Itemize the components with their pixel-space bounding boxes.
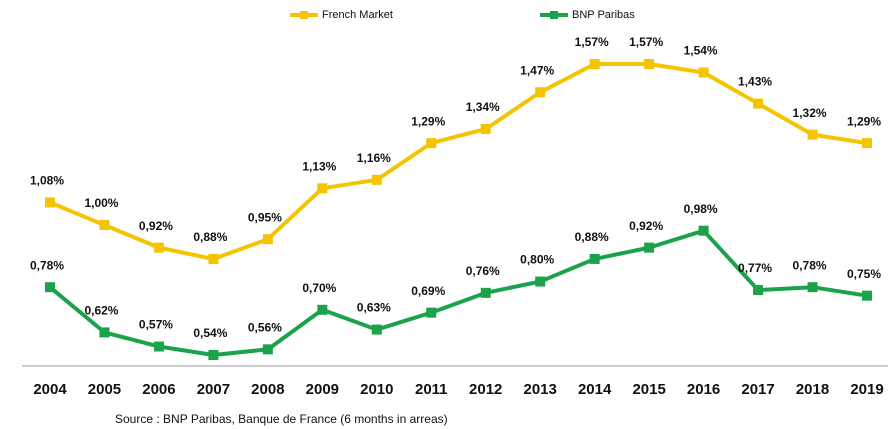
x-tick-label: 2009 xyxy=(306,381,339,398)
legend-marker xyxy=(300,11,308,19)
point-marker xyxy=(426,307,437,318)
x-tick-label: 2013 xyxy=(524,381,557,398)
point-marker xyxy=(753,285,764,296)
data-label: 0,54% xyxy=(193,326,227,340)
point-marker xyxy=(862,138,872,149)
source: Source : BNP Paribas, Banque de France (… xyxy=(115,412,448,426)
data-label: 1,47% xyxy=(520,63,554,77)
point-marker xyxy=(753,98,764,109)
data-label: 0,62% xyxy=(84,304,118,318)
data-label: 0,57% xyxy=(139,318,173,332)
point-marker xyxy=(644,59,655,69)
data-label: 1,08% xyxy=(30,174,64,188)
point-marker xyxy=(535,87,546,98)
point-marker xyxy=(426,138,437,149)
point-marker xyxy=(698,225,709,236)
x-tick-label: 2012 xyxy=(469,381,502,398)
x-tick-label: 2018 xyxy=(796,381,829,398)
data-label: 0,56% xyxy=(248,321,282,335)
point-marker xyxy=(644,242,655,253)
legend-label: BNP Paribas xyxy=(572,9,635,21)
data-label: 0,88% xyxy=(575,230,609,244)
data-label: 0,88% xyxy=(193,230,227,244)
x-tick-label: 2006 xyxy=(142,381,175,398)
x-tick-label: 2008 xyxy=(251,381,284,398)
point-marker xyxy=(480,287,491,298)
data-label: 1,29% xyxy=(411,114,445,128)
point-marker xyxy=(807,129,818,140)
point-marker xyxy=(99,220,110,231)
data-label: 0,77% xyxy=(738,261,772,275)
point-marker xyxy=(807,282,818,293)
data-label: 1,00% xyxy=(84,196,118,210)
x-tick-label: 2011 xyxy=(415,381,448,398)
x-tick-label: 2005 xyxy=(88,381,121,398)
data-label: 1,54% xyxy=(684,44,718,58)
point-marker xyxy=(45,282,55,293)
point-marker xyxy=(317,304,328,315)
x-tick-label: 2019 xyxy=(850,381,883,398)
data-label: 0,76% xyxy=(466,264,500,278)
point-marker xyxy=(208,350,219,360)
point-marker xyxy=(371,174,382,185)
point-marker xyxy=(99,327,110,338)
data-label: 1,34% xyxy=(466,100,500,114)
data-label: 1,29% xyxy=(847,114,881,128)
data-label: 1,16% xyxy=(357,151,391,165)
data-label: 1,57% xyxy=(575,35,609,49)
x-tick-label: 2010 xyxy=(360,381,393,398)
data-label: 0,75% xyxy=(847,267,881,281)
point-marker xyxy=(371,324,382,335)
legend-marker xyxy=(550,11,558,19)
x-tick-label: 2016 xyxy=(687,381,720,398)
x-tick-label: 2015 xyxy=(632,381,665,398)
point-marker xyxy=(153,242,164,253)
data-label: 0,69% xyxy=(411,284,445,298)
x-tick-label: 2007 xyxy=(197,381,230,398)
point-marker xyxy=(45,197,55,208)
data-label: 0,92% xyxy=(629,219,663,233)
point-marker xyxy=(153,341,164,352)
point-marker xyxy=(862,290,872,301)
data-label: 0,98% xyxy=(684,202,718,216)
point-marker xyxy=(317,183,328,194)
point-marker xyxy=(589,59,600,69)
x-tick-label: 2017 xyxy=(741,381,774,398)
point-marker xyxy=(589,253,600,264)
data-label: 0,78% xyxy=(30,258,64,272)
point-marker xyxy=(535,276,546,287)
point-marker xyxy=(262,234,273,245)
data-label: 0,63% xyxy=(357,301,391,315)
series-line xyxy=(49,62,868,261)
data-label: 1,32% xyxy=(793,106,827,120)
point-marker xyxy=(262,344,273,355)
x-tick-label: 2014 xyxy=(578,381,612,398)
series-line xyxy=(48,228,868,357)
data-label: 0,80% xyxy=(520,253,554,267)
point-marker xyxy=(208,253,219,264)
data-label: 0,95% xyxy=(248,210,282,224)
data-label: 0,70% xyxy=(302,281,336,295)
data-label: 0,92% xyxy=(139,219,173,233)
data-label: 1,13% xyxy=(302,159,336,173)
x-tick-label: 2004 xyxy=(33,381,67,398)
point-marker xyxy=(698,67,709,78)
data-label: 1,57% xyxy=(629,35,663,49)
data-label: 1,43% xyxy=(738,75,772,89)
point-marker xyxy=(480,123,491,134)
data-label: 0,78% xyxy=(793,258,827,272)
legend-label: French Market xyxy=(322,9,393,21)
